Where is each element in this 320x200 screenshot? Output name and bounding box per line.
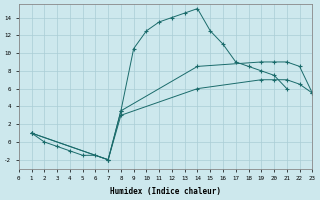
X-axis label: Humidex (Indice chaleur): Humidex (Indice chaleur) <box>110 187 221 196</box>
